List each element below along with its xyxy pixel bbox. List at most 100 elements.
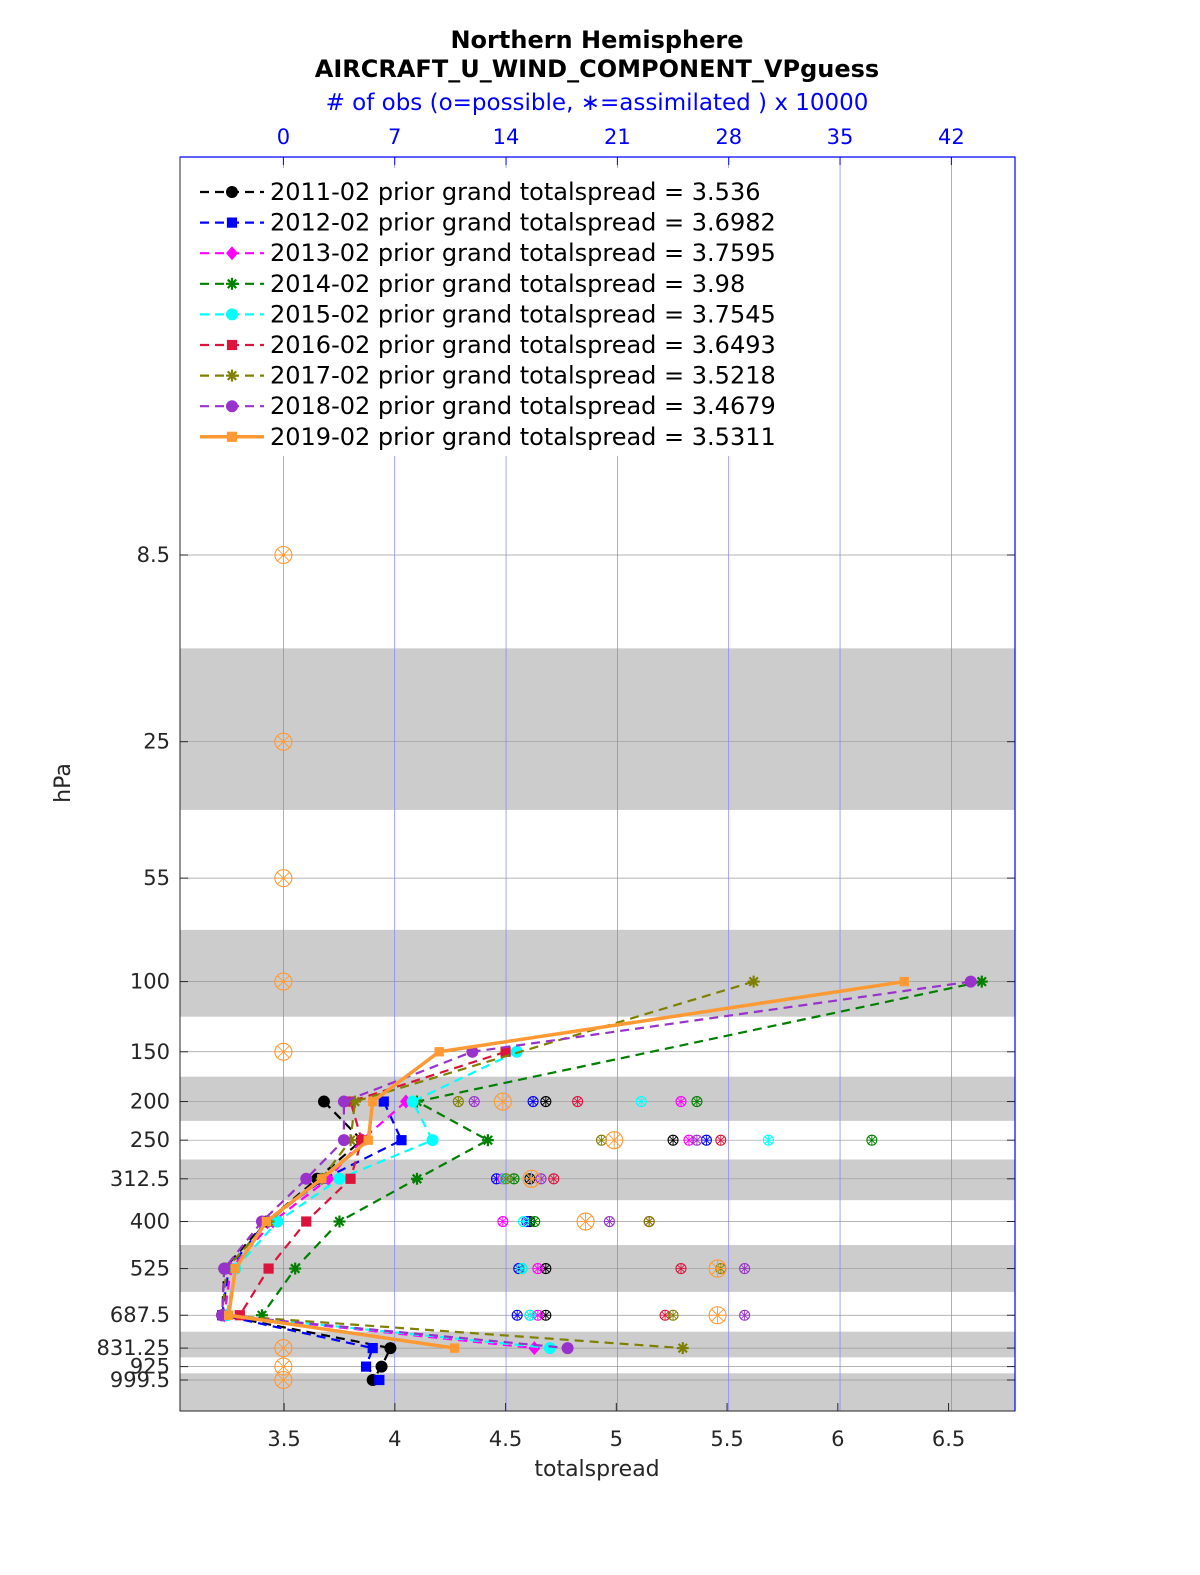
obs-assimilated-marker [740,1264,749,1273]
level-band [180,929,1015,1017]
y-tick-label: 150 [130,1040,170,1064]
legend: 2011-02 prior grand totalspread = 3.536 2… [200,178,776,451]
data-point [964,975,977,988]
obs-assimilated-marker [661,1311,669,1320]
data-point [561,1342,574,1355]
y-tick-label: 925 [130,1355,170,1379]
legend-marker [226,308,238,321]
obs-assimilated-marker [537,1174,545,1183]
legend-label: 2015-02 prior grand totalspread = 3.7545 [270,300,776,328]
star-stroke [349,1096,360,1107]
obs-assimilated-marker [510,1174,518,1183]
obs-assimilated-marker [277,548,290,562]
obs-assimilated-marker [470,1097,479,1106]
x-tick-label: 3.5 [267,1427,300,1451]
y-tick-label: 55 [143,866,170,890]
star-stroke [334,1216,345,1227]
data-point [218,1262,231,1275]
y-tick-label: 400 [130,1210,170,1234]
data-point [676,1342,689,1355]
data-point [374,1374,385,1386]
obs-assimilated-marker [711,1262,724,1275]
obs-assimilated-marker [526,1311,534,1320]
obs-assimilated-marker [518,1264,526,1273]
data-point [481,1134,494,1147]
level-band [180,648,1015,810]
legend-box [186,168,786,456]
obs-assimilated-marker [702,1136,711,1145]
obs-assimilated-marker [645,1217,654,1226]
obs-assimilated-marker [541,1311,550,1320]
legend-label: 2011-02 prior grand totalspread = 3.536 [270,178,760,206]
legend-marker [226,400,238,413]
data-point [289,1262,302,1275]
series-line [220,980,754,1350]
data-point [271,1215,284,1228]
obs-assimilated-marker [277,735,290,749]
obs-assimilated-marker [685,1136,693,1145]
star-stroke [226,370,238,381]
series-line [225,1050,550,1350]
obs-assimilated-marker [541,1264,550,1273]
top-x-tick-label: 42 [938,125,965,149]
y-tick-label: 100 [130,970,170,994]
data-point [384,1342,397,1355]
data-point [899,976,909,987]
data-point [367,1343,378,1354]
top-x-tick-label: 7 [388,125,401,149]
y-tick-label: 8.5 [137,543,170,567]
data-point [333,1215,346,1228]
obs-assimilated-marker [534,1264,542,1273]
legend-label: 2013-02 prior grand totalspread = 3.7595 [270,239,776,267]
data-point [449,1343,460,1353]
obs-assimilated-marker [868,1136,876,1145]
data-point [975,975,988,988]
series-lines [216,975,988,1386]
obs-assimilated-marker [607,1133,621,1147]
obs-assimilated-marker [502,1174,510,1183]
legend-label: 2019-02 prior grand totalspread = 3.5311 [270,423,776,451]
data-point [360,1361,372,1372]
data-point [337,1095,350,1108]
x-tick-label: 4 [388,1427,401,1451]
obs-assimilated-marker [499,1217,507,1226]
star-stroke [411,1173,423,1184]
legend-marker [226,431,238,442]
data-point [375,1360,388,1373]
obs-assimilated-marker [549,1174,558,1183]
data-point [500,1046,511,1057]
level-band [180,1331,1015,1358]
top-axis-label: # of obs (o=possible, ∗=assimilated ) x … [326,90,869,116]
x-axis-label: totalspread [534,1457,659,1482]
data-point [317,1095,330,1108]
y-axis-label: hPa [51,763,76,803]
obs-assimilated-marker [525,1172,538,1186]
data-point [378,1096,389,1107]
star-stroke [226,278,238,289]
data-point [410,1172,423,1185]
y-tick-label: 250 [130,1128,170,1152]
obs-assimilated-marker [579,1215,592,1228]
legend-label: 2014-02 prior grand totalspread = 3.98 [270,270,745,298]
data-point [263,1263,274,1274]
star-stroke [677,1343,688,1354]
obs-assimilated-marker [277,1373,290,1387]
data-point [363,1135,373,1145]
obs-assimilated-marker [597,1136,606,1145]
obs-assimilated-marker [534,1311,542,1320]
star-stroke [748,976,759,987]
data-point [337,1134,350,1147]
obs-assimilated-marker [693,1097,701,1106]
legend-label: 2018-02 prior grand totalspread = 3.4679 [270,392,776,420]
obs-assimilated-marker [541,1097,550,1106]
data-point [543,1342,556,1355]
data-point [333,1172,346,1185]
x-tick-label: 5.5 [710,1427,743,1451]
legend-marker [226,217,238,228]
obs-assimilated-marker [277,1360,290,1373]
y-tick-label: 999.5 [110,1368,170,1392]
y-tick-label: 25 [143,730,170,754]
x-tick-label: 6 [831,1427,844,1451]
obs-assimilated-marker [677,1264,685,1273]
data-point [348,1095,361,1108]
